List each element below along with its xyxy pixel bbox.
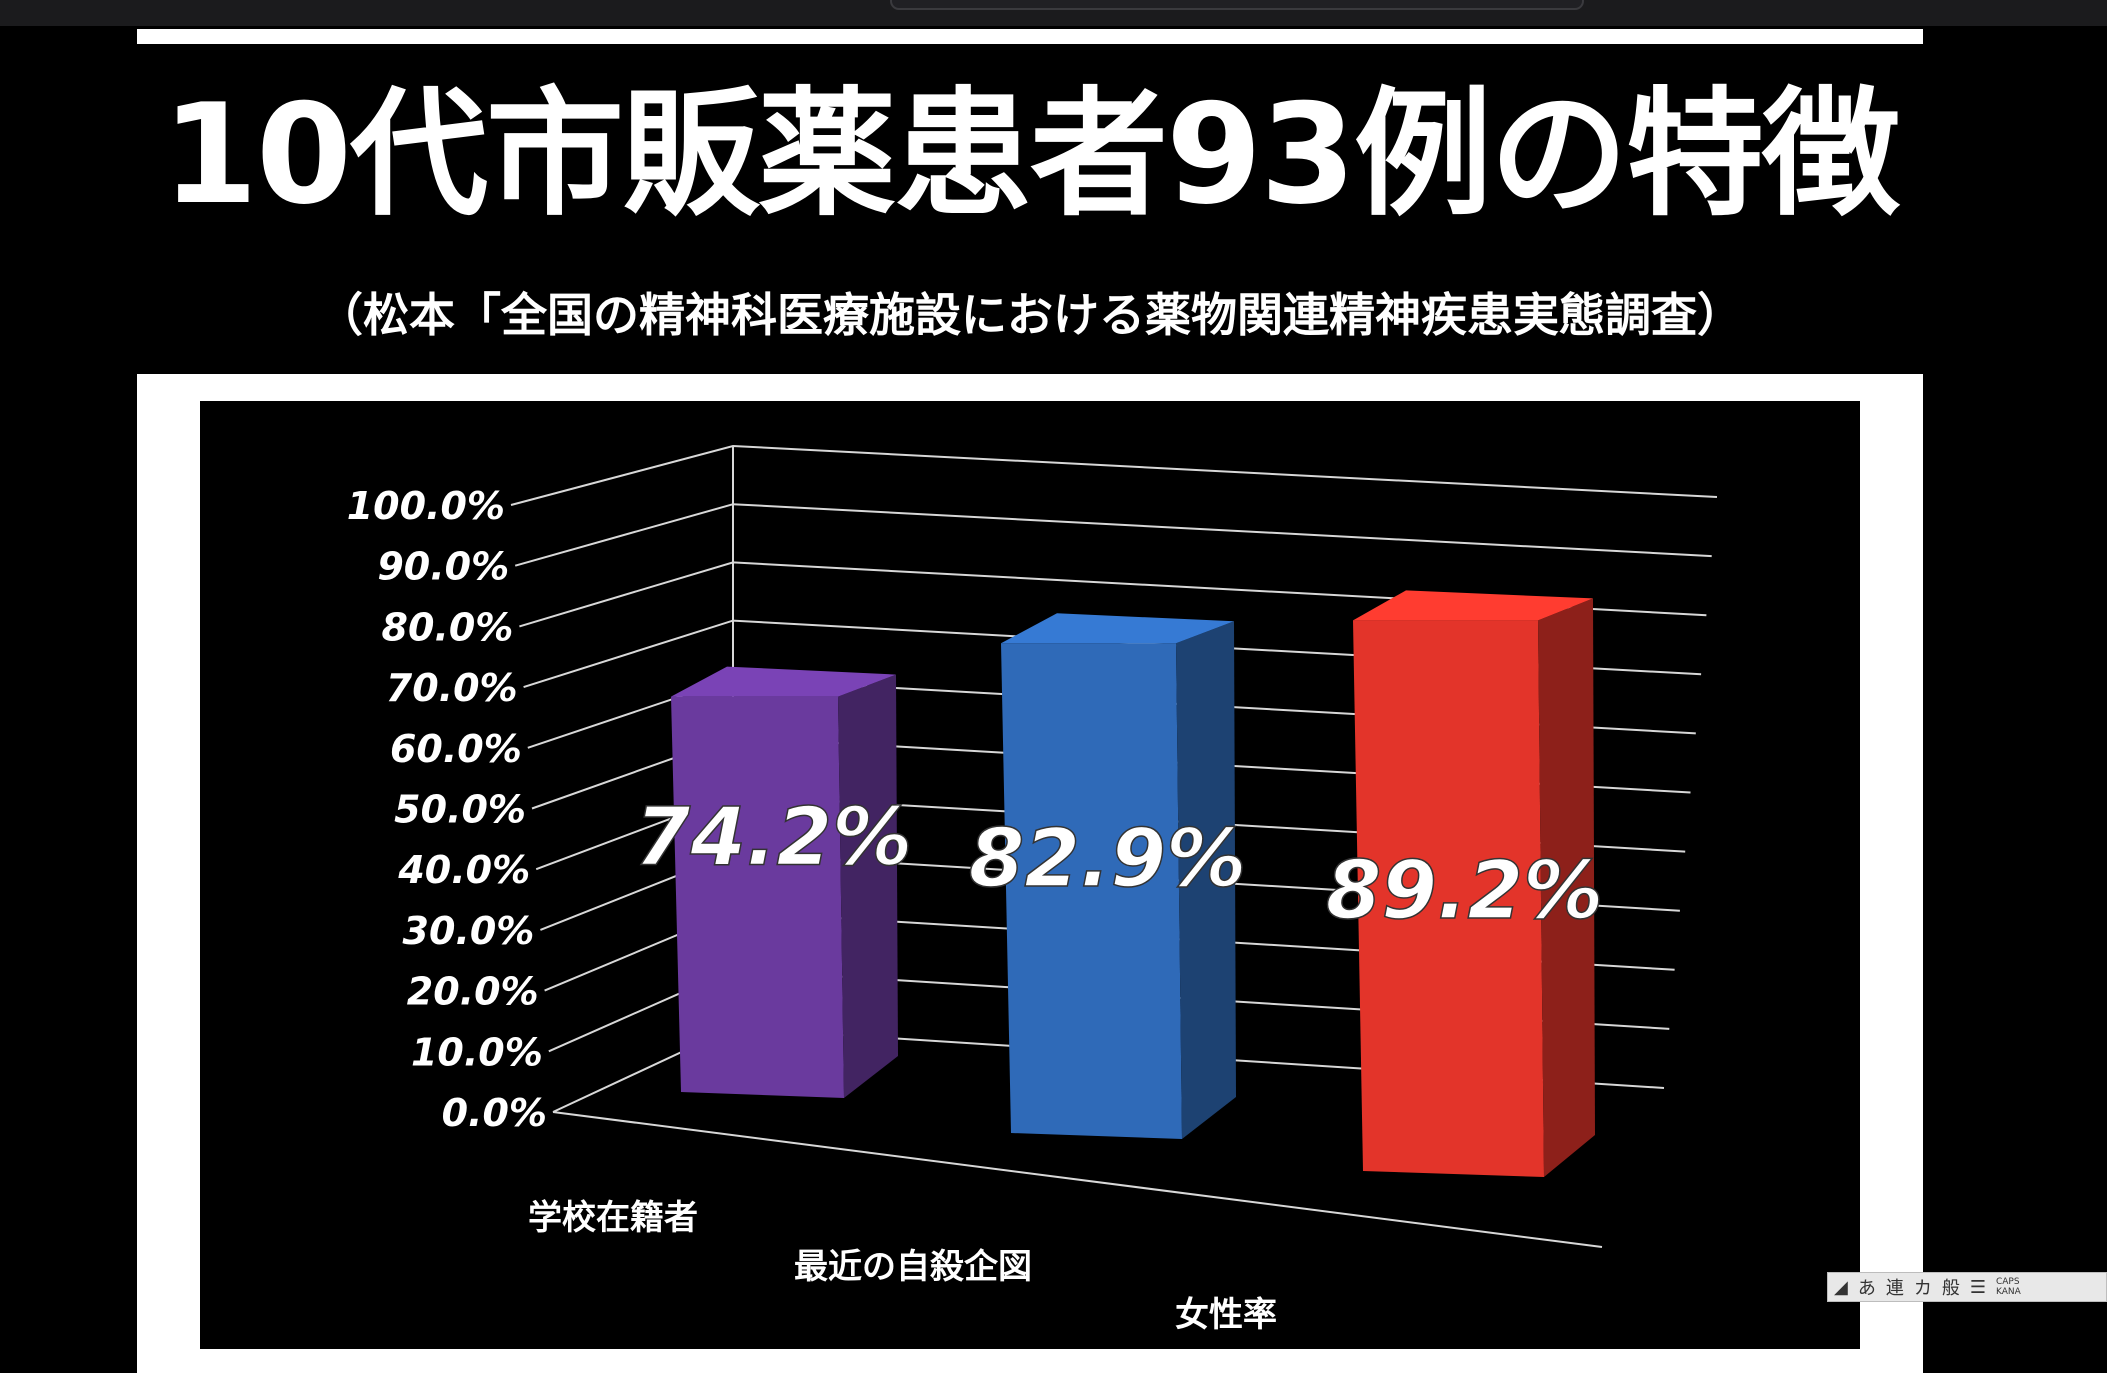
data-label: 82.9% <box>969 812 1247 905</box>
bar-side-face <box>1176 621 1236 1139</box>
chart-panel: 0.0% 10.0% 20.0% 30.0% 40.0% 50.0% 60.0% 70.0% 8… <box>200 401 1860 1349</box>
data-label: 74.2% <box>635 791 913 884</box>
bar-top-face <box>1001 613 1234 644</box>
bar-side-face <box>1538 598 1595 1177</box>
y-tick-label: 80.0% <box>382 605 514 649</box>
y-tick-label: 50.0% <box>394 788 526 832</box>
ime-caps: CAPS <box>1995 1277 2020 1287</box>
y-tick-label: 10.0% <box>411 1030 543 1074</box>
bar-side-face <box>838 674 898 1098</box>
slide-subtitle: （松本「全国の精神科医療施設における薬物関連精神疾患実態調査） <box>317 288 1743 342</box>
ime-item-2[interactable]: カ <box>1913 1278 1932 1299</box>
y-tick-label: 100.0% <box>347 484 505 528</box>
data-label: 89.2% <box>1326 844 1604 937</box>
bar-front-face <box>671 696 844 1098</box>
y-tick-label: 30.0% <box>403 909 535 953</box>
category-label: 女性率 <box>1175 1295 1277 1335</box>
slide-title: 10代市販薬患者93例の特徴 <box>161 74 1900 235</box>
ime-mode[interactable]: あ <box>1857 1278 1876 1299</box>
bar-top-face <box>1353 590 1593 621</box>
y-tick-label: 60.0% <box>390 727 522 771</box>
category-label: 学校在籍者 <box>528 1198 698 1238</box>
ime-item-1[interactable]: 連 <box>1885 1278 1904 1299</box>
bar-top-face <box>671 666 896 697</box>
x-axis-line <box>552 1111 1603 1248</box>
gridline-10 <box>510 444 1718 506</box>
category-label: 最近の自殺企図 <box>794 1247 1032 1287</box>
bar-chart: 0.0% 10.0% 20.0% 30.0% 40.0% 50.0% 60.0% 70.0% 8… <box>347 444 1718 1335</box>
ime-kana: KANA <box>1995 1287 2021 1297</box>
y-tick-label: 70.0% <box>386 666 518 710</box>
bar-2 <box>1353 590 1595 1177</box>
tab-strip[interactable] <box>890 0 1584 10</box>
bar-0 <box>671 666 898 1098</box>
ime-status: CAPS KANA <box>1996 1277 2021 1297</box>
browser-top-bar <box>0 0 2107 26</box>
chart-frame: 0.0% 10.0% 20.0% 30.0% 40.0% 50.0% 60.0% 70.0% 8… <box>137 374 1923 1373</box>
gridline-9 <box>514 503 1712 567</box>
y-tick-label: 40.0% <box>397 848 530 892</box>
slide-top-border <box>137 29 1923 44</box>
bar-front-face <box>1001 643 1182 1139</box>
bar-1 <box>1001 613 1236 1139</box>
ime-menu-icon[interactable]: ☰ <box>1969 1276 1986 1298</box>
ime-toolbar[interactable]: ◢ あ 連 カ 般 ☰ CAPS KANA <box>1827 1272 2107 1302</box>
y-tick-label: 20.0% <box>407 970 539 1014</box>
y-tick-label: 90.0% <box>377 545 509 589</box>
ime-item-3[interactable]: 般 <box>1941 1278 1960 1299</box>
bar-layer <box>671 590 1595 1177</box>
axis-layer: 0.0% 10.0% 20.0% 30.0% 40.0% 50.0% 60.0% 70.0% 8… <box>347 446 1603 1248</box>
y-tick-label: 0.0% <box>442 1091 547 1135</box>
bar-front-face <box>1353 620 1544 1177</box>
ime-handle-icon[interactable]: ◢ <box>1834 1276 1848 1298</box>
